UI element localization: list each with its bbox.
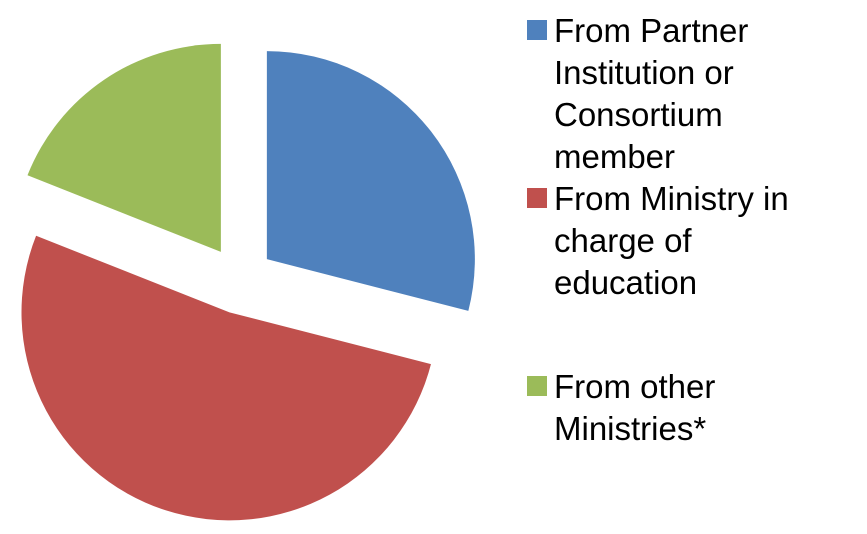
legend-line: education — [554, 264, 697, 301]
legend-line: charge of — [554, 222, 692, 259]
pie-slice — [266, 51, 475, 311]
legend-swatch — [527, 20, 547, 40]
legend-label: From Ministry in charge of education — [554, 180, 789, 301]
legend-line: From other — [554, 368, 715, 405]
legend-swatch — [527, 376, 547, 396]
legend-line: member — [554, 138, 675, 175]
legend-label: From other Ministries* — [554, 368, 715, 447]
legend-line: Ministries* — [554, 410, 706, 447]
legend-swatch — [527, 188, 547, 208]
legend-line: Consortium — [554, 96, 723, 133]
legend-line: Institution or — [554, 54, 734, 91]
pie-slice — [21, 235, 431, 521]
legend-label: From Partner Institution or Consortium memb… — [554, 12, 748, 175]
pie-slice — [27, 43, 221, 252]
legend-line: From Ministry in — [554, 180, 789, 217]
legend-line: From Partner — [554, 12, 748, 49]
